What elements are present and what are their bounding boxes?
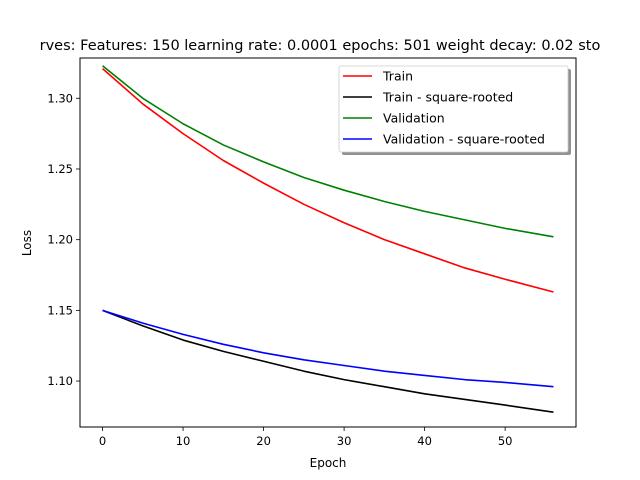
x-tick-label: 10 [176,434,191,448]
series-line-train-square-rooted [102,309,554,413]
y-tick-label: 1.15 [47,303,73,317]
x-tick-label: 20 [256,434,271,448]
y-tick-label: 1.20 [47,233,73,247]
x-axis-label: Epoch [310,456,347,470]
legend-box [338,65,569,153]
series-layer [102,65,554,413]
x-tick-label: 30 [337,434,352,448]
legend-label-validation-square-rooted: Validation - square-rooted [383,132,545,147]
y-tick-label: 1.10 [47,374,73,388]
x-tick-label: 40 [417,434,432,448]
x-tick-label: 50 [498,434,513,448]
y-axis-ticks: 1.10 1.15 1.20 1.25 1.30 [47,91,80,388]
x-axis-ticks: 0 10 20 30 40 50 [99,427,513,448]
x-tick-label: 0 [99,434,106,448]
legend: Train Train - square-rooted Validation Vali… [338,65,571,155]
series-line-validation-square-rooted [102,309,554,388]
y-tick-label: 1.25 [47,162,73,176]
y-axis-label: Loss [20,230,34,256]
legend-label-validation: Validation [383,111,445,126]
series-line-train [102,67,554,293]
legend-label-train-square-rooted: Train - square-rooted [382,90,513,105]
series-line-validation [102,65,554,238]
chart-title: rves: Features: 150 learning rate: 0.000… [40,38,601,54]
y-tick-label: 1.30 [47,91,73,105]
legend-label-train: Train [382,69,413,84]
